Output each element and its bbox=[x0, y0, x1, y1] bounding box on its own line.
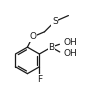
Text: O: O bbox=[29, 32, 36, 41]
Text: S: S bbox=[52, 17, 58, 26]
Text: OH: OH bbox=[63, 49, 77, 59]
Text: F: F bbox=[37, 75, 42, 84]
Text: OH: OH bbox=[63, 38, 77, 47]
Text: B: B bbox=[48, 43, 54, 52]
